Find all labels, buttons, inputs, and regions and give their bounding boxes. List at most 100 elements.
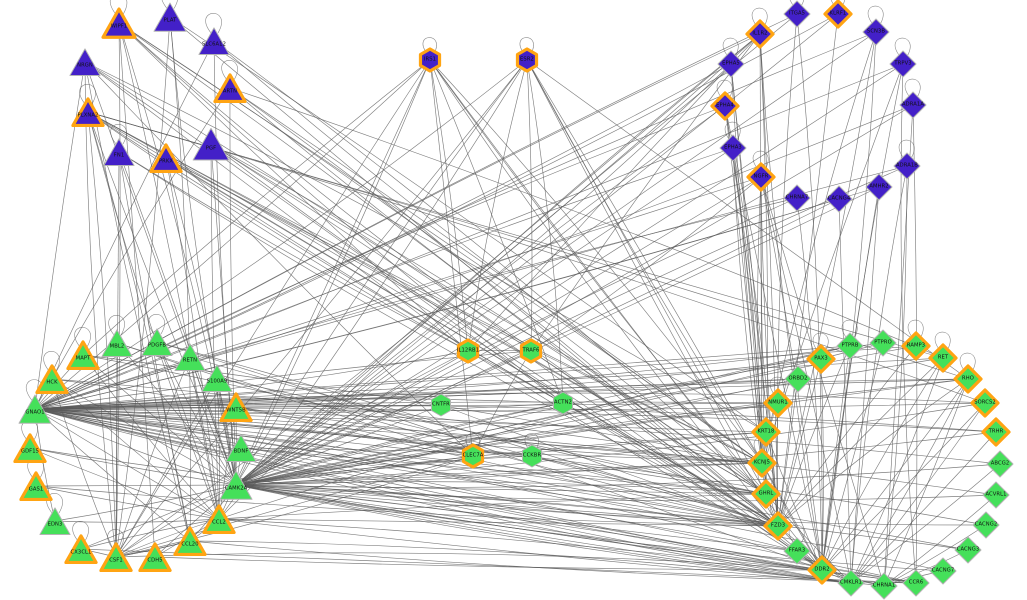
graph-node-adra1a[interactable]: ADRA1A — [898, 90, 928, 120]
graph-node-cntfr[interactable]: CNTFR — [428, 392, 454, 418]
graph-edge — [759, 33, 779, 527]
graph-node-il12rb1[interactable]: IL12RB1 — [455, 338, 481, 364]
graph-node-traf6[interactable]: TRAF6 — [518, 338, 544, 364]
graph-edge — [118, 22, 779, 527]
graph-node-ccl2[interactable]: CCL2 — [202, 503, 236, 535]
graph-node-mapt[interactable]: MAPT — [66, 339, 100, 371]
graph-node-csf1[interactable]: CSF1 — [99, 541, 133, 573]
graph-node-bdnf[interactable]: BDNF — [225, 432, 257, 464]
graph-node-cckbr[interactable]: CCKBR — [519, 443, 545, 469]
graph-node-cacng7[interactable]: CACNG7 — [928, 556, 958, 586]
graph-node-gnao1[interactable]: GNAO1 — [18, 392, 52, 426]
graph-node-wnt5b[interactable]: WNT5B — [219, 391, 253, 423]
graph-node-clec7a[interactable]: CLEC7A — [460, 443, 486, 469]
graph-node-ddr2[interactable]: DDR2 — [807, 555, 837, 585]
graph-edge — [235, 484, 798, 552]
graph-edge — [118, 22, 532, 352]
graph-node-prkx[interactable]: PRKX — [149, 142, 183, 174]
graph-node-s100a9[interactable]: S100A9 — [201, 362, 233, 394]
graph-node-ptprb[interactable]: PTPRB — [835, 331, 865, 361]
graph-edge — [35, 484, 237, 487]
graph-edge — [34, 408, 767, 433]
self-loop-edge — [894, 37, 911, 57]
graph-node-trhr[interactable]: TRHR — [981, 417, 1011, 447]
graph-edge — [82, 354, 237, 486]
graph-node-ghrl[interactable]: GHRL — [751, 479, 781, 509]
graph-node-itga5[interactable]: ITGA5 — [782, 0, 812, 29]
self-loop-edge — [716, 79, 733, 99]
graph-node-trpv3[interactable]: TRPV3 — [888, 49, 918, 79]
graph-node-gas1[interactable]: GAS1 — [19, 470, 53, 502]
graph-node-slc6a12[interactable]: SLC6A12 — [198, 25, 230, 57]
graph-edge — [118, 22, 156, 558]
graph-edge — [34, 408, 885, 587]
graph-node-krt18[interactable]: KRT18 — [751, 417, 781, 447]
graph-node-kcnj5[interactable]: KCNJ5 — [747, 448, 777, 478]
graph-node-epha5[interactable]: EPHA5 — [716, 49, 746, 79]
graph-node-cmklr1[interactable]: CMKLR1 — [836, 568, 866, 598]
self-loop-edge — [769, 499, 786, 519]
graph-node-irs1[interactable]: IRS1 — [417, 47, 443, 73]
graph-edge — [189, 540, 917, 584]
graph-edge — [235, 350, 532, 486]
graph-node-il1r2[interactable]: IL1R2 — [745, 19, 775, 49]
graph-node-amhr2[interactable]: AMHR2 — [864, 172, 894, 202]
graph-edge — [235, 197, 798, 486]
graph-node-wipf1[interactable]: WIPF1 — [101, 6, 137, 40]
graph-node-pdgfb[interactable]: PDGFB — [141, 326, 173, 358]
graph-node-ccr6[interactable]: CCR6 — [901, 568, 931, 598]
self-loop-edge — [757, 405, 774, 425]
graph-node-scn3b[interactable]: SCN3B — [861, 17, 891, 47]
self-loop-edge — [752, 150, 769, 170]
graph-node-esr2[interactable]: ESR2 — [514, 47, 540, 73]
graph-edge — [235, 484, 779, 527]
graph-edge — [838, 198, 852, 584]
graph-node-epha3[interactable]: EPHA3 — [718, 133, 748, 163]
graph-edge — [34, 378, 969, 410]
graph-node-epha4[interactable]: EPHA4 — [710, 91, 740, 121]
graph-edge — [156, 341, 220, 520]
graph-node-chrna1[interactable]: CHRNA1 — [869, 571, 899, 600]
graph-node-fn1[interactable]: FN1 — [103, 136, 135, 168]
graph-edge — [526, 59, 533, 352]
graph-edge — [235, 484, 885, 587]
graph-node-gdf15[interactable]: GDF15 — [13, 432, 47, 464]
graph-node-adra1b[interactable]: ADRA1B — [892, 151, 922, 181]
graph-edge — [34, 197, 798, 410]
graph-node-plat[interactable]: PLAT — [153, 0, 187, 34]
graph-edge — [777, 357, 944, 527]
graph-node-ptpro[interactable]: PTPRO — [868, 328, 898, 358]
graph-node-pgf[interactable]: PGF — [192, 125, 230, 163]
graph-node-hck[interactable]: HCK — [35, 363, 69, 395]
graph-edge — [235, 431, 767, 486]
graph-node-mbl2[interactable]: MBL2 — [101, 327, 133, 359]
self-loop-edge — [221, 60, 238, 81]
graph-node-acvrl1[interactable]: ACVRL1 — [981, 480, 1011, 510]
graph-edge — [34, 408, 852, 584]
graph-node-actn2[interactable]: ACTN2 — [550, 390, 576, 416]
self-loop-edge — [108, 315, 125, 336]
graph-node-chrna7[interactable]: CHRNA7 — [782, 183, 812, 213]
self-loop-edge — [148, 314, 165, 335]
graph-edge — [526, 59, 763, 464]
graph-edge — [34, 61, 86, 410]
graph-node-nmur1[interactable]: NMUR1 — [763, 388, 793, 418]
graph-node-ngfr[interactable]: NGFR — [746, 162, 776, 192]
graph-node-camk2a[interactable]: CAMK2A — [219, 468, 253, 502]
graph-edge — [118, 151, 779, 527]
graph-node-abcg2[interactable]: ABCG2 — [985, 449, 1015, 479]
graph-node-ramp3[interactable]: RAMP3 — [901, 331, 931, 361]
graph-node-artn[interactable]: ARTN — [213, 72, 247, 104]
graph-node-cx3cl1[interactable]: CX3CL1 — [64, 533, 98, 565]
self-loop-edge — [722, 37, 739, 57]
graph-node-ccl20[interactable]: CCL20 — [173, 525, 207, 557]
graph-node-plxna2[interactable]: PLXNA2 — [71, 96, 105, 128]
graph-node-cdh5[interactable]: CDH5 — [138, 541, 172, 573]
graph-node-sorcs2[interactable]: SORCS2 — [970, 388, 1000, 418]
graph-edge — [883, 165, 908, 587]
graph-node-cacng4[interactable]: CACNG4 — [824, 184, 854, 214]
graph-node-nrgn[interactable]: NRGN — [69, 46, 101, 78]
graph-node-klrf1[interactable]: KLRF1 — [823, 0, 853, 29]
graph-edge — [169, 16, 191, 542]
